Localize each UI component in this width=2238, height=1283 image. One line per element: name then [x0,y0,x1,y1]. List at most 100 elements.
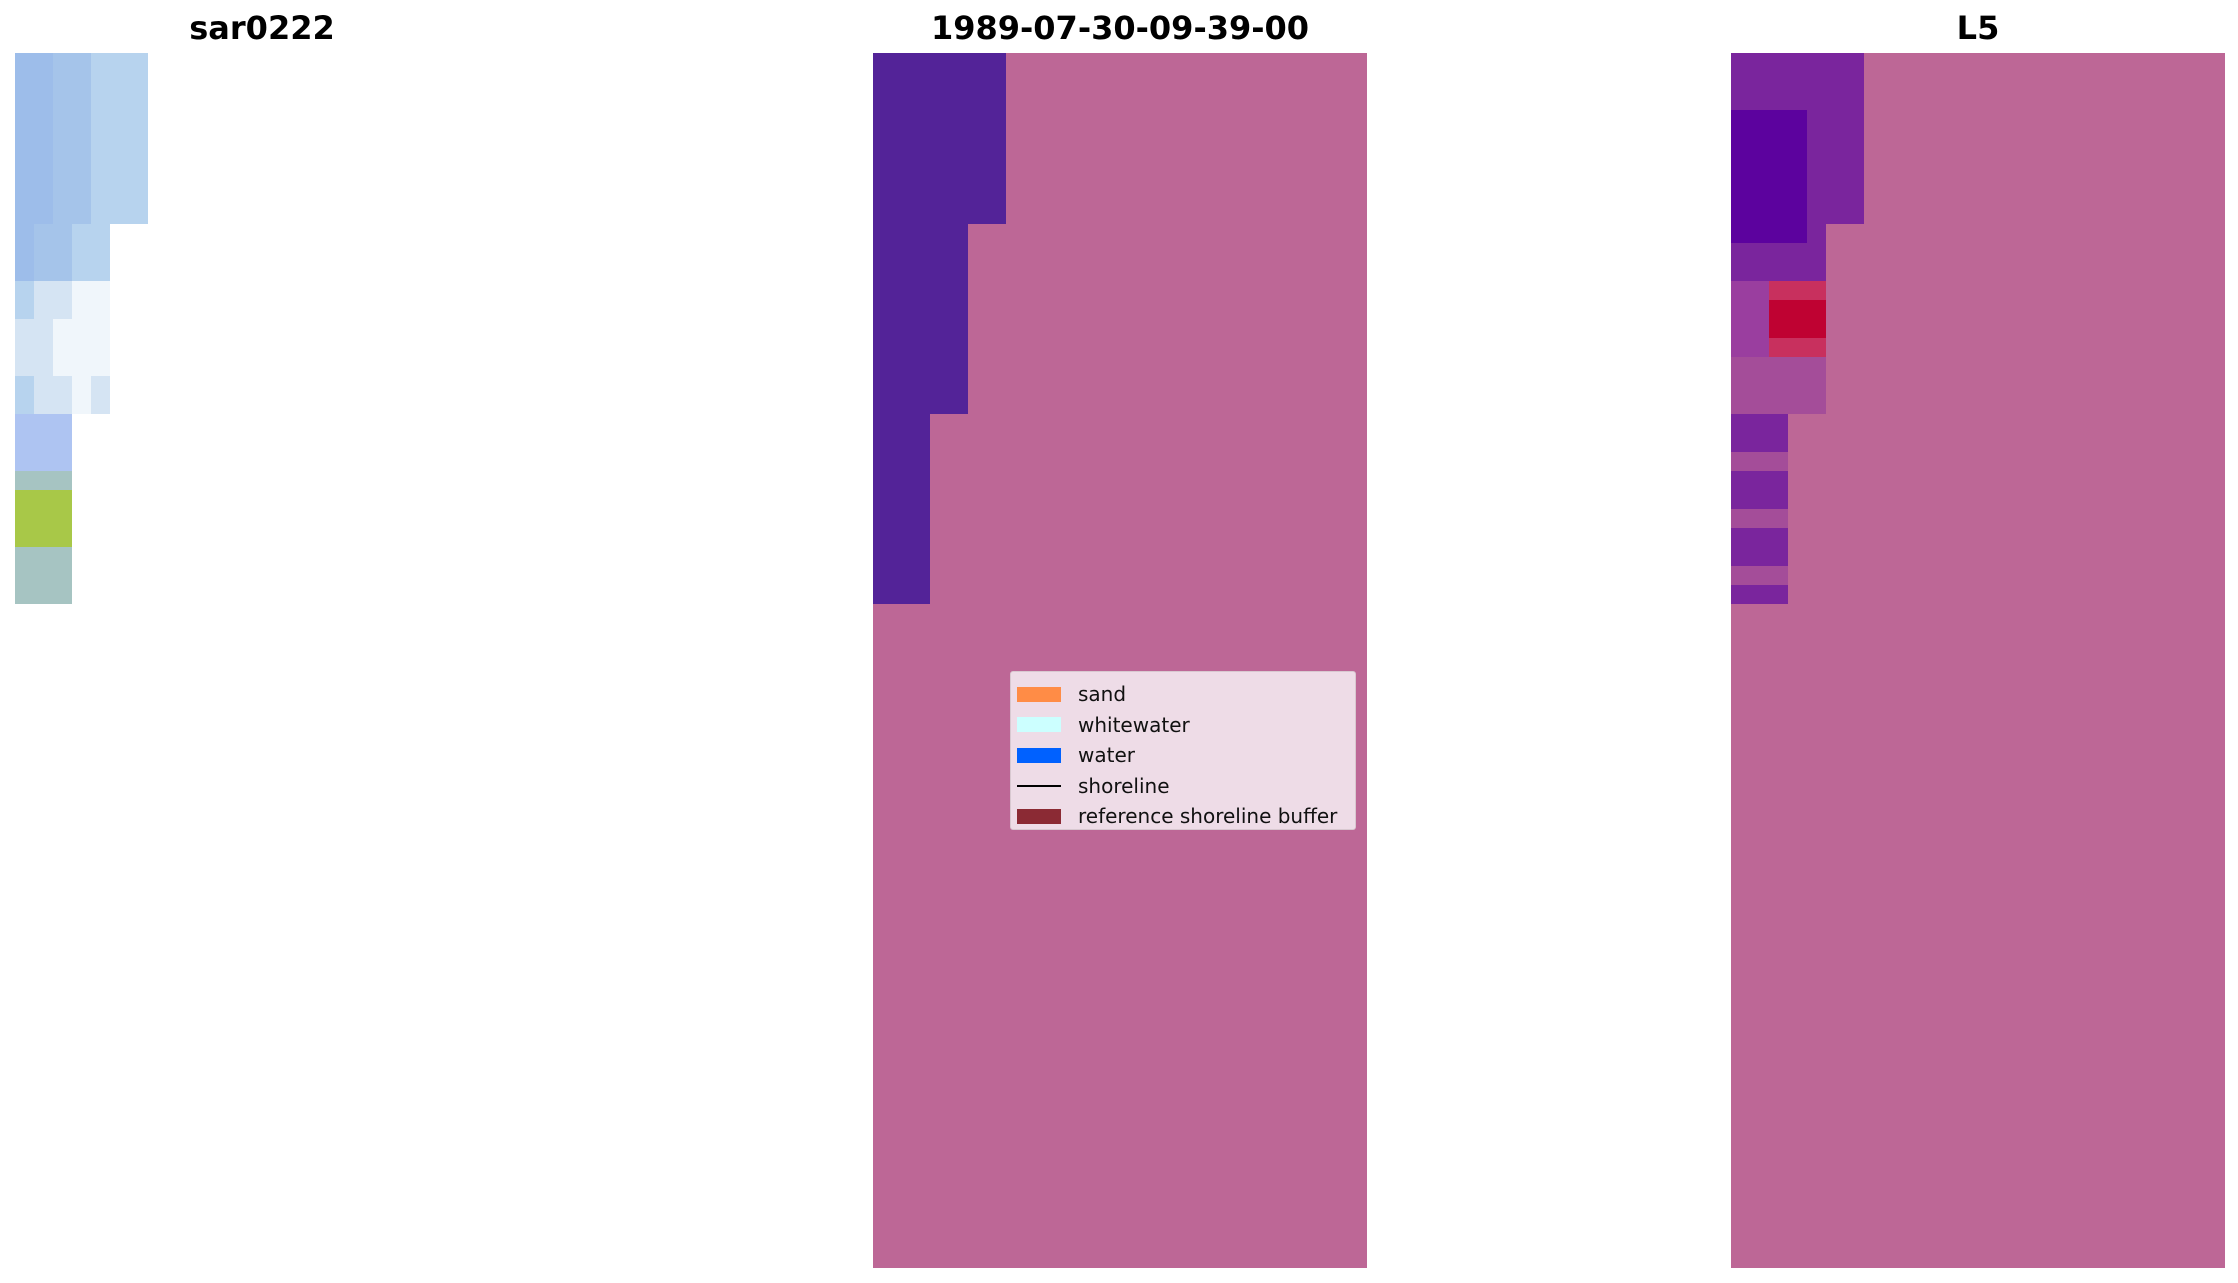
rgb-pixel [129,110,148,129]
index-pixel [1769,186,1788,205]
index-pixel [1750,566,1769,585]
classification-panel-title: 1989-07-30-09-39-00 [930,9,1310,47]
index-pixel [1731,433,1750,452]
index-pixel [1807,148,1826,167]
rgb-pixel [129,205,148,224]
index-pixel [1788,167,1807,186]
rgb-pixel [15,471,34,490]
index-pixel [1731,357,1750,376]
classification-image-panel [873,53,1367,1268]
rgb-pixel [53,566,72,585]
index-pixel [1807,53,1826,72]
rgb-pixel [15,186,34,205]
index-pixel [1731,509,1750,528]
rgb-pixel [110,148,129,167]
rgb-pixel [15,224,34,243]
index-pixel [1807,72,1826,91]
rgb-pixel [129,129,148,148]
index-pixel [1788,243,1807,262]
index-pixel [1769,224,1788,243]
index-pixel [1750,53,1769,72]
rgb-pixel [91,110,110,129]
index-pixel [1769,471,1788,490]
rgb-pixel [53,186,72,205]
water-region [873,53,1006,224]
rgb-pixel [53,243,72,262]
rgb-pixel [91,186,110,205]
index-pixel [1731,319,1750,338]
index-pixel [1845,167,1864,186]
rgb-pixel [53,509,72,528]
rgb-pixel [34,205,53,224]
index-pixel [1750,471,1769,490]
index-pixel [1750,509,1769,528]
index-pixel [1845,53,1864,72]
index-pixel [1769,395,1788,414]
legend-item-sand: sand [1017,679,1355,710]
index-pixel [1769,433,1788,452]
index-pixel [1769,300,1788,319]
rgb-pixel [72,72,91,91]
rgb-pixel [15,547,34,566]
index-pixel [1731,547,1750,566]
rgb-pixel [15,281,34,300]
index-image-panel [1731,53,2225,1268]
rgb-pixel [53,53,72,72]
index-pixel [1731,281,1750,300]
index-pixel [1769,243,1788,262]
rgb-pixel [15,319,34,338]
rgb-pixel [15,167,34,186]
rgb-pixel [34,452,53,471]
rgb-pixel [34,585,53,604]
rgb-pixel [53,281,72,300]
index-pixel [1845,110,1864,129]
index-pixel [1750,338,1769,357]
index-pixel [1750,547,1769,566]
rgb-pixel [53,452,72,471]
index-pixel [1750,262,1769,281]
index-pixel [1807,186,1826,205]
rgb-pixel [72,300,91,319]
water-region [873,224,968,414]
rgb-pixel [91,243,110,262]
rgb-pixel [110,186,129,205]
index-pixel [1807,300,1826,319]
index-pixel [1750,585,1769,604]
index-pixel [1769,338,1788,357]
rgb-pixel [91,53,110,72]
index-pixel [1769,72,1788,91]
rgb-pixel [72,357,91,376]
index-pixel [1807,319,1826,338]
rgb-pixel [91,357,110,376]
rgb-pixel [72,319,91,338]
index-pixel [1807,395,1826,414]
rgb-pixel [53,376,72,395]
rgb-pixel [110,205,129,224]
rgb-pixel [72,186,91,205]
index-pixel [1788,91,1807,110]
index-pixel [1826,205,1845,224]
rgb-pixel [15,566,34,585]
rgb-pixel [34,186,53,205]
index-pixel [1769,129,1788,148]
rgb-pixel [53,205,72,224]
rgb-pixel [53,528,72,547]
rgb-pixel [34,414,53,433]
index-pixel [1807,129,1826,148]
index-pixel [1807,110,1826,129]
rgb-pixel [72,91,91,110]
rgb-pixel [110,91,129,110]
rgb-pixel [91,319,110,338]
rgb-pixel [34,281,53,300]
index-pixel [1845,186,1864,205]
legend-label: water [1078,743,1135,768]
index-pixel [1750,300,1769,319]
rgb-pixel [72,167,91,186]
legend-swatch-sand [1017,686,1061,702]
index-pixel [1731,338,1750,357]
rgb-pixel [110,129,129,148]
rgb-pixel [91,395,110,414]
index-pixel [1731,167,1750,186]
rgb-pixel [53,338,72,357]
index-pixel [1845,91,1864,110]
